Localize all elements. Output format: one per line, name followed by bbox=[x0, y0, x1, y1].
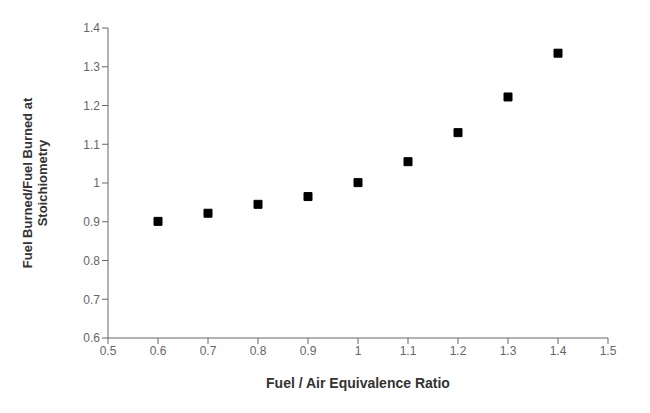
svg-text:0.9: 0.9 bbox=[83, 215, 100, 229]
svg-text:Fuel / Air Equivalence Ratio: Fuel / Air Equivalence Ratio bbox=[266, 375, 450, 391]
svg-text:0.9: 0.9 bbox=[300, 344, 317, 358]
svg-text:0.7: 0.7 bbox=[200, 344, 217, 358]
svg-text:0.6: 0.6 bbox=[83, 331, 100, 345]
svg-text:0.5: 0.5 bbox=[100, 344, 117, 358]
svg-text:1.3: 1.3 bbox=[500, 344, 517, 358]
svg-text:1.1: 1.1 bbox=[400, 344, 417, 358]
svg-text:1: 1 bbox=[355, 344, 362, 358]
svg-text:Fuel Burned/Fuel Burned atStoi: Fuel Burned/Fuel Burned atStoichiometry bbox=[19, 97, 49, 268]
svg-text:1: 1 bbox=[93, 176, 100, 190]
svg-text:0.8: 0.8 bbox=[83, 254, 100, 268]
svg-text:1.4: 1.4 bbox=[550, 344, 567, 358]
svg-text:1.4: 1.4 bbox=[83, 21, 100, 35]
svg-text:1.5: 1.5 bbox=[600, 344, 617, 358]
svg-text:0.7: 0.7 bbox=[83, 293, 100, 307]
svg-text:1.3: 1.3 bbox=[83, 60, 100, 74]
svg-text:0.6: 0.6 bbox=[150, 344, 167, 358]
svg-text:0.8: 0.8 bbox=[250, 344, 267, 358]
svg-text:1.2: 1.2 bbox=[83, 99, 100, 113]
svg-text:1.2: 1.2 bbox=[450, 344, 467, 358]
svg-text:1.1: 1.1 bbox=[83, 138, 100, 152]
